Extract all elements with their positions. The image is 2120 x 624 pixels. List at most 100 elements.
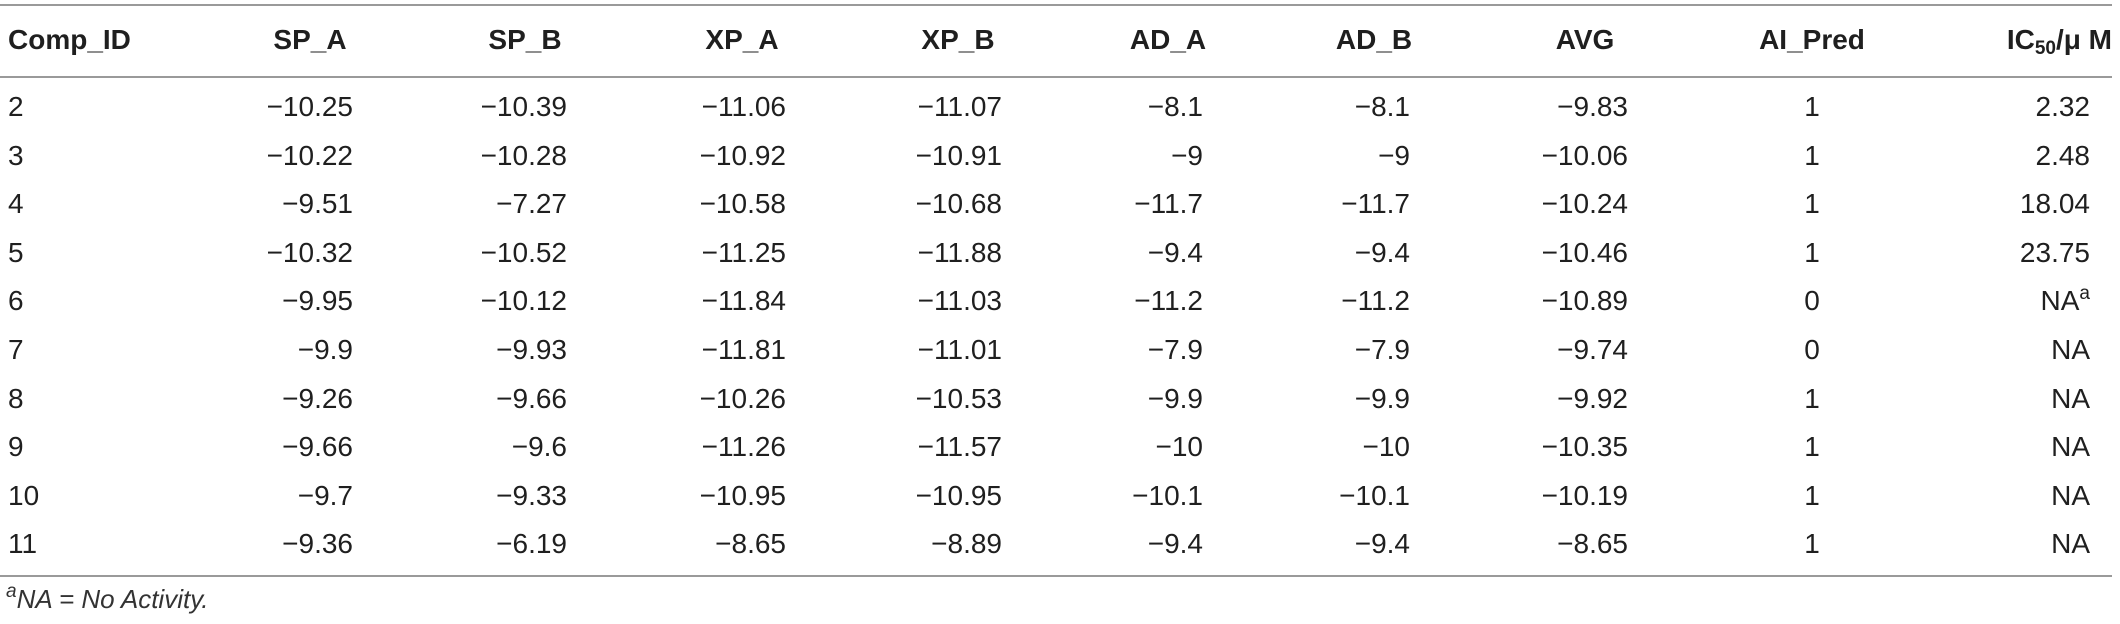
cell-avg-value: −10.89 xyxy=(1541,285,1628,317)
cell-sp-a: −9.51 xyxy=(282,181,353,227)
cell-sp-a: −9.95 xyxy=(282,278,353,324)
cell-avg-value: −10.46 xyxy=(1541,236,1628,268)
cell-ad-a: −9 xyxy=(1171,133,1203,179)
cell-ad-a-value: −10 xyxy=(1155,431,1204,463)
cell-ic50-value: NA xyxy=(2040,285,2080,317)
table-row: 8 −9.26 −9.66 −10.26 −10.53 −9.9 −9.9 −9.92 1 NA xyxy=(0,376,2112,422)
table-row: 10 −9.7 −9.33 −10.95 −10.95 −10.1 −10.1 −10.19 1… xyxy=(0,473,2112,519)
cell-sp-a-value: −9.9 xyxy=(297,334,353,365)
cell-ic50: NA xyxy=(2051,327,2090,373)
cell-ad-b-value: −9 xyxy=(1378,139,1410,171)
cell-xp-a: −10.92 xyxy=(700,133,786,179)
cell-ad-b: −11.2 xyxy=(1341,278,1410,324)
cell-ad-a-value: −10.1 xyxy=(1132,479,1203,511)
header-xp-a: XP_A xyxy=(705,24,779,55)
cell-comp-id-value: 4 xyxy=(8,188,24,220)
cell-xp-b: −11.01 xyxy=(918,327,1002,373)
cell-ic50: 2.32 xyxy=(2036,84,2091,130)
cell-xp-b-value: −10.95 xyxy=(915,479,1002,511)
footnote-reference: a xyxy=(2079,283,2090,305)
cell-xp-b: −11.57 xyxy=(918,424,1002,470)
cell-ad-b-value: −9.4 xyxy=(1354,236,1410,268)
cell-xp-b-value: −11.88 xyxy=(917,236,1002,268)
cell-ad-a-value: −7.9 xyxy=(1147,334,1203,365)
cell-xp-b: −11.88 xyxy=(918,230,1002,276)
cell-sp-a-value: −10.25 xyxy=(266,91,353,122)
cell-xp-b-value: −11.03 xyxy=(917,285,1002,317)
cell-sp-a: −9.9 xyxy=(298,327,353,373)
cell-ad-b: −10 xyxy=(1363,424,1411,470)
cell-ic50: NA xyxy=(2051,473,2090,519)
cell-ic50: NAa xyxy=(2041,278,2090,324)
header-avg: AVG xyxy=(1555,24,1615,55)
cell-sp-b: −6.19 xyxy=(496,521,567,567)
cell-sp-a-value: −9.95 xyxy=(282,285,353,317)
cell-ai-pred: 1 xyxy=(1804,376,1820,422)
cell-comp-id: 8 xyxy=(8,376,24,422)
cell-comp-id: 9 xyxy=(8,424,24,470)
cell-ad-b: −7.9 xyxy=(1355,327,1410,373)
cell-ic50-value: NA xyxy=(2051,528,2090,560)
cell-avg: −9.74 xyxy=(1557,327,1628,373)
cell-xp-a-value: −11.26 xyxy=(701,431,786,463)
header-ad-b: AD_B xyxy=(1335,24,1413,55)
cell-ad-a-value: −11.7 xyxy=(1134,188,1203,220)
header-ic50-suffix: /μ M xyxy=(2055,24,2112,55)
footnote-text: NA = No Activity. xyxy=(16,584,209,614)
cell-sp-a-value: −9.7 xyxy=(297,479,353,511)
cell-sp-a: −9.36 xyxy=(282,521,353,567)
cell-comp-id: 10 xyxy=(8,473,39,519)
cell-ad-b-value: −9.9 xyxy=(1354,382,1410,414)
cell-ad-b-value: −7.9 xyxy=(1354,334,1410,365)
cell-avg: −10.35 xyxy=(1542,424,1628,470)
header-xp-b: XP_B xyxy=(921,24,995,55)
cell-sp-a: −10.25 xyxy=(267,84,353,130)
header-ai-pred: AI_Pred xyxy=(1759,24,1865,55)
cell-ai-pred: 0 xyxy=(1804,327,1820,373)
cell-ic50: NA xyxy=(2051,376,2090,422)
cell-ic50-value: 2.48 xyxy=(2035,139,2091,171)
cell-ai-pred: 1 xyxy=(1804,473,1820,519)
cell-ai-pred-value: 1 xyxy=(1804,382,1820,414)
cell-xp-b: −11.03 xyxy=(918,278,1002,324)
table-row: 7 −9.9 −9.93 −11.81 −11.01 −7.9 −7.9 −9.74 0 NA xyxy=(0,327,2112,373)
header-ic50: IC50/μ M xyxy=(2007,17,2112,63)
cell-xp-a-value: −11.84 xyxy=(701,285,786,317)
cell-avg: −10.24 xyxy=(1542,181,1628,227)
cell-xp-a-value: −11.81 xyxy=(701,334,786,365)
cell-ad-a-value: −9.9 xyxy=(1147,382,1203,414)
cell-sp-a-value: −9.36 xyxy=(282,528,353,560)
cell-ai-pred: 1 xyxy=(1804,424,1820,470)
cell-comp-id-value: 6 xyxy=(8,285,24,317)
cell-comp-id: 5 xyxy=(8,230,24,276)
cell-comp-id: 6 xyxy=(8,278,24,324)
cell-ad-a-value: −9 xyxy=(1171,139,1203,171)
cell-xp-b-value: −11.07 xyxy=(917,91,1002,122)
cell-xp-a: −11.81 xyxy=(702,327,786,373)
table-row: 11 −9.36 −6.19 −8.65 −8.89 −9.4 −9.4 −8.65 1 NA xyxy=(0,521,2112,567)
cell-ad-a: −8.1 xyxy=(1148,84,1203,130)
cell-ad-a: −9.4 xyxy=(1148,230,1203,276)
cell-avg-value: −9.92 xyxy=(1557,382,1628,414)
cell-ai-pred-value: 1 xyxy=(1804,431,1820,463)
cell-sp-a-value: −10.32 xyxy=(266,236,353,268)
cell-avg: −10.19 xyxy=(1542,473,1628,519)
cell-ic50: NA xyxy=(2051,521,2090,567)
cell-avg-value: −10.35 xyxy=(1541,431,1628,463)
cell-ad-b: −11.7 xyxy=(1341,181,1410,227)
cell-sp-b-value: −9.66 xyxy=(496,382,567,414)
cell-xp-b-value: −8.89 xyxy=(931,528,1002,560)
cell-ic50-value: 18.04 xyxy=(2019,188,2090,220)
header-ic50-subscript: 50 xyxy=(2034,38,2056,59)
cell-sp-a-value: −10.22 xyxy=(266,139,353,171)
table-row: 5 −10.32 −10.52 −11.25 −11.88 −9.4 −9.4 −10.46 1… xyxy=(0,230,2112,276)
cell-ai-pred-value: 1 xyxy=(1804,139,1820,171)
cell-xp-a: −8.65 xyxy=(715,521,786,567)
cell-xp-a: −11.25 xyxy=(702,230,786,276)
cell-ic50-value: NA xyxy=(2051,479,2090,511)
cell-ad-a: −10 xyxy=(1156,424,1204,470)
cell-ad-a-value: −9.4 xyxy=(1147,528,1203,560)
table-footnote: aNA = No Activity. xyxy=(6,582,209,615)
cell-sp-b: −10.52 xyxy=(481,230,567,276)
cell-xp-b: −11.07 xyxy=(918,84,1002,130)
